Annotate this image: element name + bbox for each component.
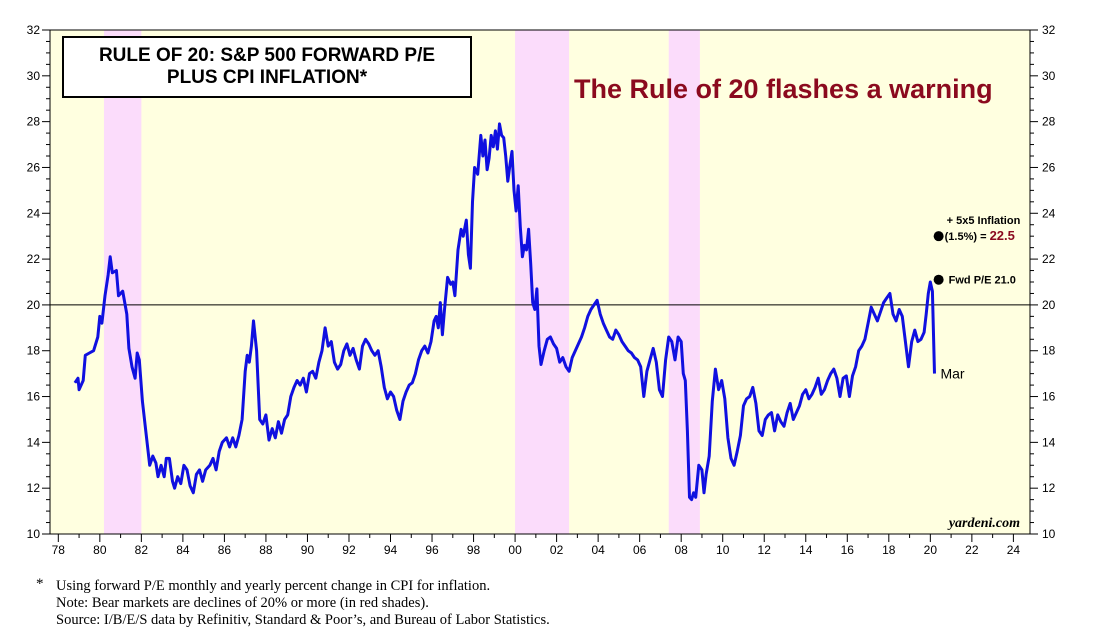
note-line-1: Using forward P/E monthly and yearly per… [56,578,491,594]
x-tick-label: 22 [965,543,979,557]
y-tick-label-right: 28 [1042,115,1056,129]
y-tick-label-right: 20 [1042,298,1056,312]
y-tick-label-left: 24 [27,206,41,220]
y-tick-label-right: 24 [1042,206,1056,220]
marker-5x5-value: 22.5 [990,228,1015,243]
y-tick-label-right: 22 [1042,252,1056,266]
note-line-2: Note: Bear markets are declines of 20% o… [56,595,429,611]
y-tick-label-left: 16 [27,390,41,404]
marker-fwd-pe [933,274,944,285]
y-tick-label-right: 12 [1042,481,1056,495]
y-tick-label-left: 22 [27,252,41,266]
y-tick-label-right: 26 [1042,160,1056,174]
note-line-3: Source: I/B/E/S data by Refinitiv, Stand… [56,612,550,628]
x-tick-label: 84 [176,543,190,557]
x-tick-label: 78 [52,543,66,557]
axes: 10 10 12 12 14 14 16 16 18 18 20 20 22 22 24 24 26 26 28 28… [27,23,1056,557]
x-tick-label: 14 [799,543,813,557]
bear-market-shade [515,30,570,534]
x-tick-label: 16 [841,543,855,557]
x-tick-label: 82 [135,543,149,557]
chart-canvas: 10 10 12 12 14 14 16 16 18 18 20 20 22 22 24 24 26 26 28 28… [27,23,1056,557]
x-tick-label: 98 [467,543,481,557]
marker-5x5-label-line2: (1.5%) = 22.5 [945,228,1015,243]
marker-5x5-label-line1: + 5x5 Inflation [947,215,1021,227]
series-line-pe-plus-cpi [73,122,936,502]
y-tick-label-right: 14 [1042,435,1056,449]
chart-title-line1: RULE OF 20: S&P 500 FORWARD P/E [98,45,436,66]
y-tick-label-left: 32 [27,23,41,37]
x-tick-label: 06 [633,543,647,557]
y-tick-label-left: 10 [27,527,41,541]
x-tick-label: 20 [924,543,938,557]
x-tick-label: 08 [675,543,689,557]
chart-title: RULE OF 20: S&P 500 FORWARD P/E PLUS CPI… [62,36,472,98]
y-tick-label-right: 10 [1042,527,1056,541]
x-tick-label: 04 [591,543,605,557]
headline: The Rule of 20 flashes a warning [574,74,993,104]
y-tick-label-left: 30 [27,69,41,83]
x-tick-label: 18 [882,543,896,557]
y-tick-label-right: 32 [1042,23,1056,37]
x-tick-label: 10 [716,543,730,557]
x-tick-label: 86 [218,543,232,557]
y-tick-label-right: 16 [1042,390,1056,404]
marker-5x5-inflation [933,231,944,242]
watermark: yardeni.com [947,516,1020,531]
x-tick-label: 90 [301,543,315,557]
x-tick-label: 00 [508,543,522,557]
x-tick-label: 94 [384,543,398,557]
y-tick-label-left: 12 [27,481,41,495]
x-tick-label: 24 [1007,543,1021,557]
bear-market-shades [103,30,700,534]
note-asterisk: * [36,576,44,592]
y-tick-label-left: 20 [27,298,41,312]
y-tick-label-right: 30 [1042,69,1056,83]
bear-market-shade [668,30,700,534]
end-label-mar: Mar [940,366,964,382]
markers: + 5x5 Inflation(1.5%) = 22.5 Fwd P/E 21.0 [933,215,1021,287]
x-tick-label: 96 [425,543,439,557]
y-tick-label-left: 28 [27,115,41,129]
y-tick-label-left: 26 [27,160,41,174]
x-tick-label: 02 [550,543,564,557]
chart-title-line2: PLUS CPI INFLATION* [166,67,368,88]
y-tick-label-left: 14 [27,435,41,449]
y-tick-label-right: 18 [1042,344,1056,358]
marker-fwd-pe-label: Fwd P/E 21.0 [949,275,1016,287]
bear-market-shade [103,30,142,534]
x-tick-label: 12 [758,543,772,557]
x-tick-label: 88 [259,543,273,557]
x-tick-label: 80 [93,543,107,557]
y-tick-label-left: 18 [27,344,41,358]
x-tick-label: 92 [342,543,356,557]
